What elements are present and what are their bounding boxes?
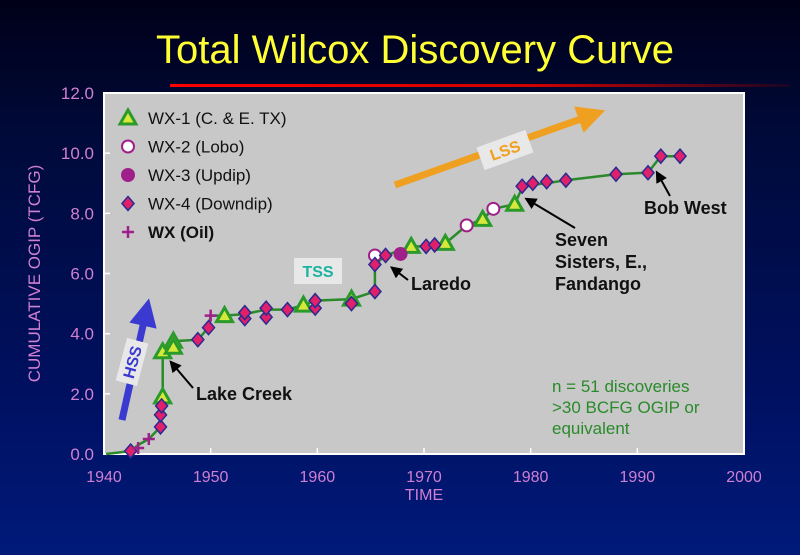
y-axis-label: CUMULATIVE OGIP (TCFG) [25, 165, 44, 383]
pointer-lake-creek [169, 360, 194, 389]
y-tick-label: 10.0 [61, 144, 94, 163]
legend-label-wx3: WX-3 (Updip) [148, 166, 251, 185]
x-tick-label: 1980 [513, 469, 549, 486]
wx4-point [641, 164, 655, 181]
wx4-point [427, 236, 442, 254]
y-tick-label: 12.0 [61, 84, 94, 103]
pointer-seven-sisters [524, 197, 576, 229]
wx4-point [525, 175, 540, 192]
x-tick-label: 2000 [726, 469, 762, 486]
wx1-point [292, 294, 315, 313]
wx1-point [400, 235, 422, 254]
title-underline [170, 84, 790, 87]
wxoil-point [142, 432, 155, 445]
note-line: n = 51 discoveries [552, 377, 690, 396]
legend-marker-wx1 [117, 106, 139, 126]
note-line: equivalent [552, 419, 630, 438]
wx4-point [259, 299, 274, 317]
wx2-point [459, 218, 474, 233]
wx1-point [504, 193, 526, 212]
wx4-point [539, 173, 554, 190]
pointer-laredo [390, 266, 409, 281]
tss-label: TSS [302, 264, 333, 281]
y-tick-label: 6.0 [70, 265, 94, 284]
wx4-point [190, 331, 205, 348]
lss-label-bg [476, 129, 534, 171]
x-tick-label: 1960 [300, 469, 336, 486]
wx1-point [162, 336, 184, 355]
legend-marker-wx3 [121, 168, 135, 182]
legend-marker-wxoil [122, 226, 134, 238]
legend-label-wx2: WX-2 (Lobo) [148, 138, 244, 157]
wx4-point [308, 292, 323, 309]
legend-marker-wx2 [121, 139, 135, 154]
annotation-laredo: Laredo [411, 274, 471, 294]
x-tick-label: 1970 [406, 469, 442, 486]
note-line: >30 BCFG OGIP or [552, 398, 700, 417]
lss-label-group: LSS [476, 129, 534, 171]
y-tick-label: 8.0 [70, 204, 94, 223]
annotation-fandango: Fandango [555, 274, 641, 294]
wx4-point [344, 295, 359, 312]
wx4-point [515, 178, 530, 195]
x-tick-label: 1940 [86, 469, 122, 486]
tss-label-bg [294, 258, 342, 284]
wx4-point [259, 308, 274, 326]
wx4-point [673, 148, 687, 165]
legend-label-wx4: WX-4 (Downdip) [148, 195, 273, 214]
wx3-point [393, 246, 408, 261]
pointer-bob-west [655, 170, 671, 197]
x-axis-label: TIME [405, 487, 443, 504]
wx4-point [237, 304, 252, 321]
wx4-point [653, 148, 668, 165]
wxoil-point [204, 309, 217, 322]
annotation-lake-creek: Lake Creek [196, 384, 293, 404]
wx4-point [154, 397, 169, 415]
annotation-seven: Seven [555, 230, 608, 250]
y-tick-label: 2.0 [70, 385, 94, 404]
annotation-sisters: Sisters, E., [555, 252, 647, 272]
wx4-point [609, 166, 623, 183]
wx4-point [280, 301, 295, 318]
wx4-point [378, 247, 393, 264]
chart-title: Total Wilcox Discovery Curve [156, 28, 674, 72]
wx4-point [367, 256, 382, 273]
y-tick-label: 0.0 [70, 445, 94, 464]
x-tick-label: 1950 [193, 469, 229, 486]
wx2-point [486, 201, 501, 216]
legend-label-wx1: WX-1 (C. & E. TX) [148, 109, 287, 128]
wxoil-point [132, 441, 145, 454]
wx4-point [558, 172, 573, 189]
wx1-point [213, 304, 236, 324]
y-tick-label: 4.0 [70, 325, 94, 344]
wx4-point [201, 319, 216, 336]
annotation-bob-west: Bob West [644, 198, 727, 218]
wx4-point [153, 418, 168, 436]
wx1-point [472, 208, 494, 227]
x-tick-label: 1990 [620, 469, 656, 486]
legend-label-wxoil: WX (Oil) [148, 223, 214, 242]
plot-area [103, 92, 745, 455]
wx1-point [434, 232, 456, 251]
wx4-point [367, 283, 382, 300]
legend-marker-wx4 [121, 195, 135, 212]
